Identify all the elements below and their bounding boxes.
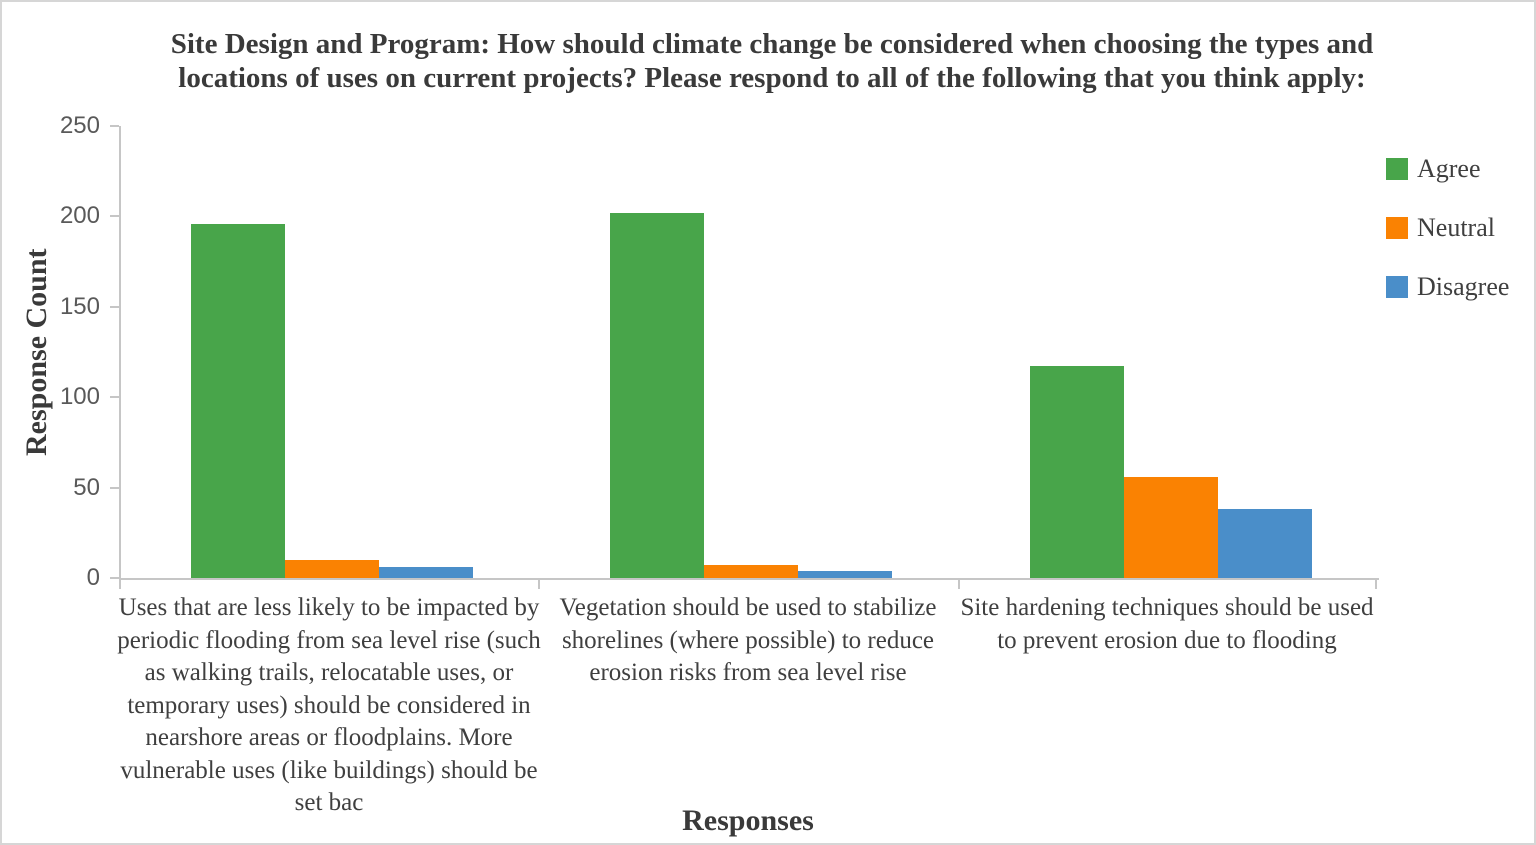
plot-area — [119, 126, 1379, 580]
legend-label-disagree: Disagree — [1417, 272, 1510, 301]
legend-item-disagree: Disagree — [1386, 274, 1509, 300]
x-tick-mark — [1375, 580, 1377, 589]
y-tick-mark — [110, 215, 119, 218]
bar-disagree-group1 — [379, 567, 473, 578]
y-tick-label-0: 0 — [86, 564, 100, 591]
y-tick-label-200: 200 — [59, 202, 100, 230]
bar-disagree-group2 — [798, 570, 893, 578]
bar-disagree-group3 — [1217, 509, 1312, 578]
y-tick-label-150: 150 — [59, 292, 100, 320]
y-axis-title: Response Count — [20, 248, 53, 456]
bar-neutral-group3 — [1123, 476, 1218, 578]
x-tick-mark — [538, 580, 541, 589]
bar-neutral-group2 — [704, 565, 799, 578]
x-tick-mark — [119, 580, 121, 589]
legend-label-agree: Agree — [1417, 154, 1481, 183]
bar-neutral-group1 — [285, 559, 379, 578]
x-axis-title: Responses — [682, 804, 814, 837]
y-tick-mark — [110, 396, 119, 399]
category-label-3: Site hardening techniques should be used… — [960, 594, 1374, 654]
y-tick-label-250: 250 — [59, 112, 100, 139]
y-tick-label-100: 100 — [59, 383, 100, 411]
y-tick-mark — [110, 125, 119, 127]
x-tick-mark — [957, 580, 960, 589]
chart-title: Site Design and Program: How should clim… — [170, 28, 1374, 94]
bar-agree-group1 — [191, 223, 285, 578]
bar-agree-group3 — [1029, 366, 1124, 578]
y-tick-mark — [110, 305, 119, 308]
y-tick-mark — [110, 577, 119, 579]
y-tick-label-50: 50 — [73, 473, 100, 501]
legend-swatch-neutral — [1386, 217, 1408, 239]
category-label-1: Uses that are less likely to be impacted… — [117, 594, 541, 816]
category-label-2: Vegetation should be used to stabilize s… — [559, 594, 937, 686]
bar-agree-group2 — [610, 212, 705, 578]
y-tick-mark — [110, 486, 119, 489]
legend-swatch-agree — [1386, 158, 1408, 180]
legend-item-agree: Agree — [1386, 156, 1509, 182]
legend-item-neutral: Neutral — [1386, 215, 1509, 241]
legend-swatch-disagree — [1386, 276, 1408, 298]
legend: Agree Neutral Disagree — [1386, 156, 1509, 300]
legend-label-neutral: Neutral — [1417, 213, 1495, 242]
